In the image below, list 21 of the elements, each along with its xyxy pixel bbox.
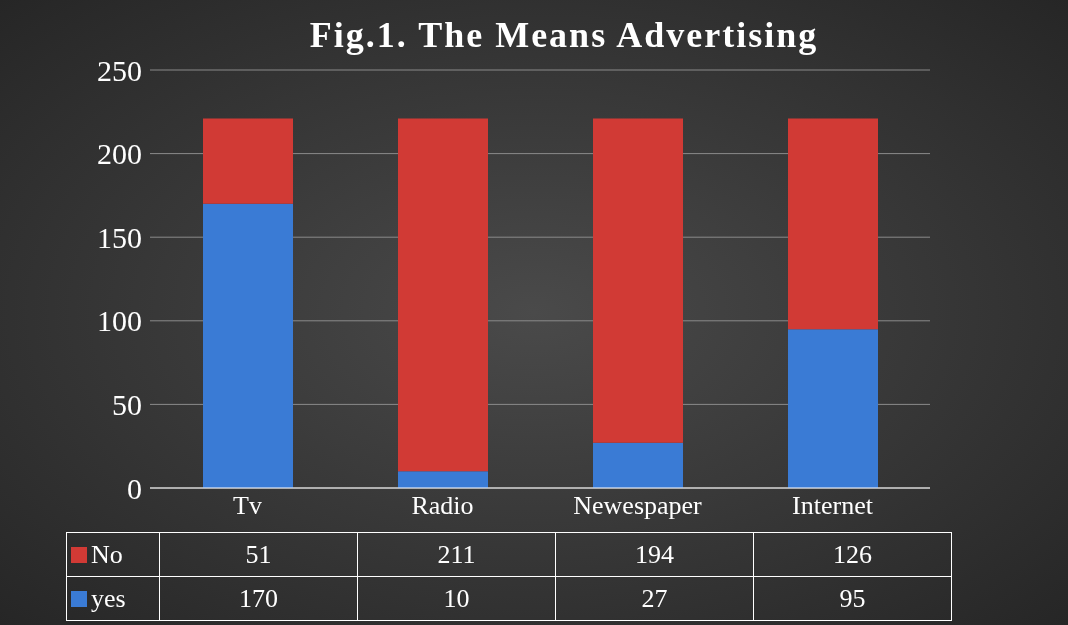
legend-label: yes: [66, 576, 160, 621]
data-label: 194: [555, 532, 754, 577]
legend-label: No: [66, 532, 160, 577]
y-tick-label: 200: [97, 137, 142, 171]
y-tick-label: 150: [97, 220, 142, 254]
data-label: 126: [753, 532, 952, 577]
data-label: 51: [159, 532, 358, 577]
data-label: 170: [159, 576, 358, 621]
data-label: 211: [357, 532, 556, 577]
data-label: 95: [753, 576, 952, 621]
x-tick-label: Radio: [411, 491, 474, 521]
y-tick-label: 250: [97, 53, 142, 87]
y-tick-label: 0: [127, 471, 142, 505]
x-tick-label: Internet: [792, 491, 874, 521]
y-tick-label: 50: [112, 388, 142, 422]
chart-title: Fig.1. The Means Advertising: [309, 15, 819, 55]
y-tick-label: 100: [97, 304, 142, 338]
data-label: 27: [555, 576, 754, 621]
x-tick-label: Newespaper: [573, 491, 703, 521]
x-tick-label: Tv: [233, 491, 262, 521]
data-label: 10: [357, 576, 556, 621]
